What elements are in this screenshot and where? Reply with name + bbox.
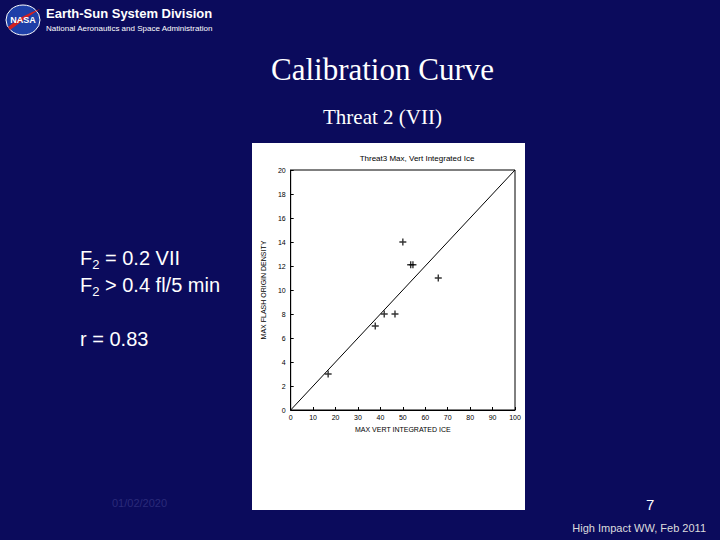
svg-text:12: 12 bbox=[278, 263, 286, 270]
html-text:01/02/2020: 01/02/2020 bbox=[112, 497, 168, 509]
svg-text:18: 18 bbox=[278, 191, 286, 198]
svg-text:80: 80 bbox=[466, 414, 474, 421]
svg-text:0: 0 bbox=[289, 414, 293, 421]
html-text:High Impact WW, Feb 2011: High Impact WW, Feb 2011 bbox=[572, 522, 706, 534]
svg-text:MAX FLASH ORIGIN DENSITY: MAX FLASH ORIGIN DENSITY bbox=[260, 240, 267, 339]
svg-text:100: 100 bbox=[509, 414, 521, 421]
svg-text:NASA: NASA bbox=[10, 15, 36, 25]
svg-text:0: 0 bbox=[282, 407, 286, 414]
html-text:Earth-Sun System Division: Earth-Sun System Division bbox=[46, 6, 213, 21]
svg-text:4: 4 bbox=[282, 359, 286, 366]
svg-text:MAX VERT INTEGRATED ICE: MAX VERT INTEGRATED ICE bbox=[355, 426, 451, 433]
svg-text:Threat3 Max, Vert Integrated I: Threat3 Max, Vert Integrated Ice bbox=[360, 154, 475, 163]
html-text:7: 7 bbox=[646, 496, 655, 513]
html-text:Threat 2 (VII): Threat 2 (VII) bbox=[323, 105, 442, 129]
svg-text:6: 6 bbox=[282, 335, 286, 342]
svg-text:20: 20 bbox=[278, 167, 286, 174]
html-text:r = 0.83: r = 0.83 bbox=[80, 328, 149, 350]
svg-text:16: 16 bbox=[278, 215, 286, 222]
svg-text:20: 20 bbox=[332, 414, 340, 421]
svg-text:14: 14 bbox=[278, 239, 286, 246]
html-text:F2> 0.4 fl/5 min: F2> 0.4 fl/5 min bbox=[80, 274, 221, 299]
svg-text:40: 40 bbox=[377, 414, 385, 421]
svg-text:70: 70 bbox=[444, 414, 452, 421]
svg-text:50: 50 bbox=[399, 414, 407, 421]
svg-text:8: 8 bbox=[282, 311, 286, 318]
svg-text:90: 90 bbox=[489, 414, 497, 421]
svg-text:2: 2 bbox=[282, 383, 286, 390]
html-text:Calibration Curve: Calibration Curve bbox=[271, 52, 494, 87]
svg-text:10: 10 bbox=[309, 414, 317, 421]
svg-text:10: 10 bbox=[278, 287, 286, 294]
html-text:F2= 0.2 VII: F2= 0.2 VII bbox=[80, 247, 181, 272]
svg-text:60: 60 bbox=[421, 414, 429, 421]
svg-text:30: 30 bbox=[354, 414, 362, 421]
html-text:National Aeronautics and Space: National Aeronautics and Space Administr… bbox=[46, 24, 213, 33]
